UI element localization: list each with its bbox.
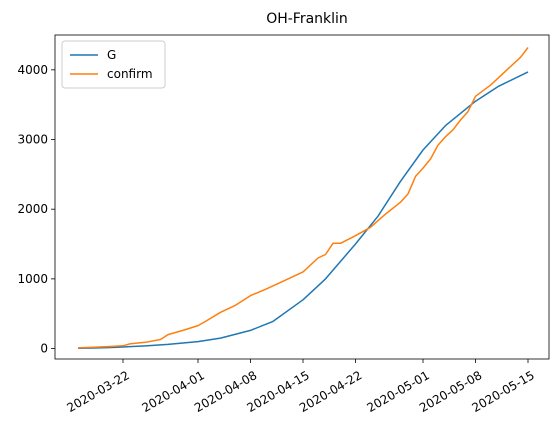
chart-title: OH-Franklin: [266, 11, 348, 27]
legend-label-confirm: confirm: [107, 67, 153, 81]
y-tick-label: 4000: [17, 63, 48, 77]
legend-box: [61, 40, 166, 89]
y-tick-label: 2000: [17, 202, 48, 216]
series-line-G: [77, 71, 529, 350]
plot-lines: [77, 47, 529, 350]
y-tick-label: 1000: [17, 272, 48, 286]
legend-label-G: G: [107, 48, 116, 62]
y-tick-label: 3000: [17, 133, 48, 147]
series-line-confirm: [77, 47, 529, 349]
y-tick-label: 0: [40, 342, 48, 356]
y-axis: 0 1000 2000 3000 4000: [17, 63, 55, 356]
plot-frame: [54, 34, 550, 360]
